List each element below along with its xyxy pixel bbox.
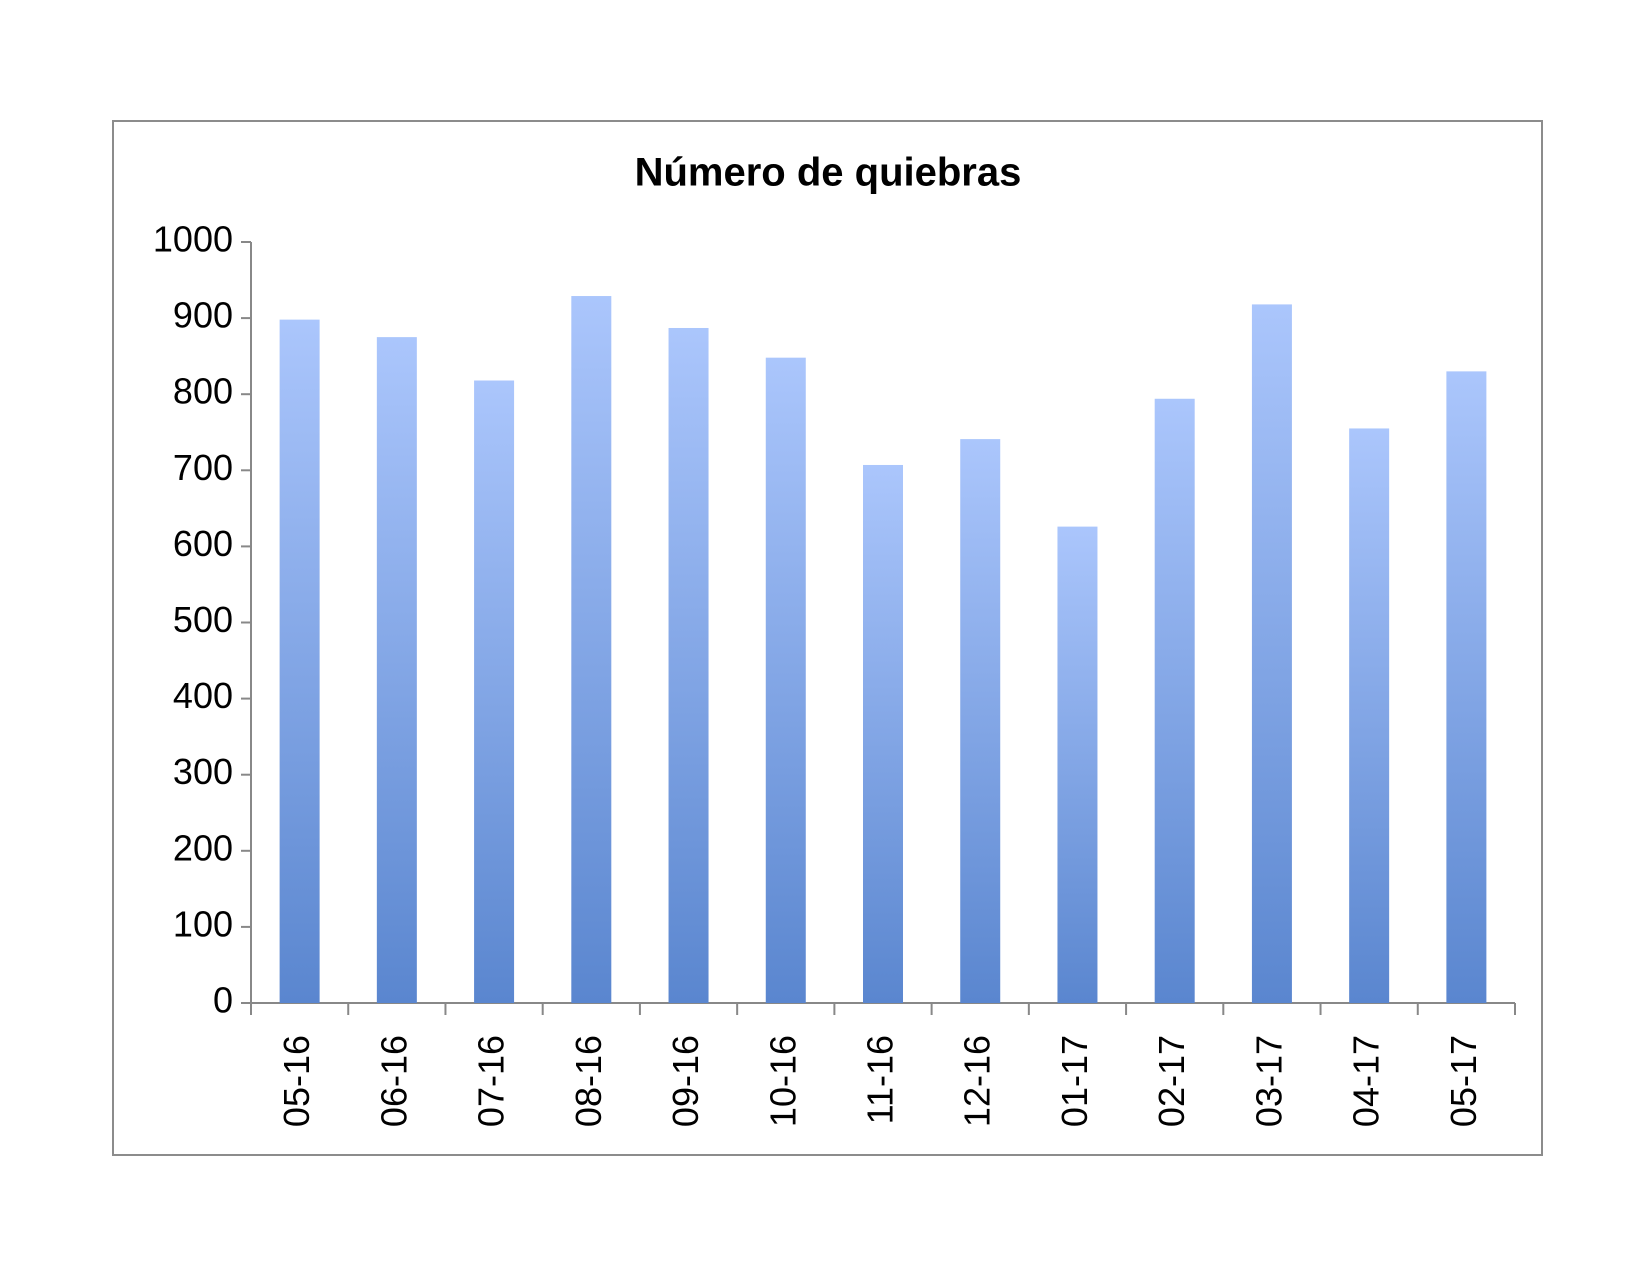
x-tick-label: 06-16 xyxy=(373,1035,414,1127)
x-tick-label: 02-17 xyxy=(1151,1035,1192,1127)
y-tick-label: 600 xyxy=(173,523,233,564)
chart-title: Número de quiebras xyxy=(635,151,1022,195)
y-tick-label: 400 xyxy=(173,675,233,716)
bar xyxy=(571,296,612,1003)
bar xyxy=(668,327,709,1003)
x-tick-label: 08-16 xyxy=(568,1035,609,1127)
x-tick-label: 04-17 xyxy=(1346,1035,1387,1127)
x-tick-label: 11-16 xyxy=(860,1035,901,1124)
y-tick-label: 100 xyxy=(173,903,233,944)
chart-frame xyxy=(112,120,1543,1156)
x-tick-label: 10-16 xyxy=(762,1035,803,1127)
bar xyxy=(960,439,1001,1003)
x-tick-label: 03-17 xyxy=(1248,1035,1289,1127)
y-tick-label: 0 xyxy=(213,980,233,1021)
y-tick-label: 700 xyxy=(173,447,233,488)
y-tick-label: 1000 xyxy=(153,219,233,260)
x-tick-label: 12-16 xyxy=(957,1035,998,1127)
bar xyxy=(474,380,515,1003)
bar xyxy=(376,337,417,1003)
bar xyxy=(1057,526,1098,1003)
x-tick-label: 05-16 xyxy=(276,1035,317,1127)
x-tick-label: 05-17 xyxy=(1443,1035,1484,1127)
bar xyxy=(1251,304,1292,1004)
y-tick-label: 200 xyxy=(173,827,233,868)
bar xyxy=(765,357,806,1003)
y-tick-label: 500 xyxy=(173,599,233,640)
bar xyxy=(863,464,903,1003)
y-tick-label: 800 xyxy=(173,371,233,412)
y-tick-label: 300 xyxy=(173,751,233,792)
x-tick-label: 09-16 xyxy=(665,1035,706,1127)
y-tick-label: 900 xyxy=(173,295,233,336)
bar xyxy=(279,319,320,1003)
bar xyxy=(1349,428,1390,1003)
bar xyxy=(1154,398,1195,1003)
x-tick-label: 01-17 xyxy=(1054,1035,1095,1127)
x-tick-label: 07-16 xyxy=(471,1035,512,1127)
bar xyxy=(1446,371,1487,1003)
